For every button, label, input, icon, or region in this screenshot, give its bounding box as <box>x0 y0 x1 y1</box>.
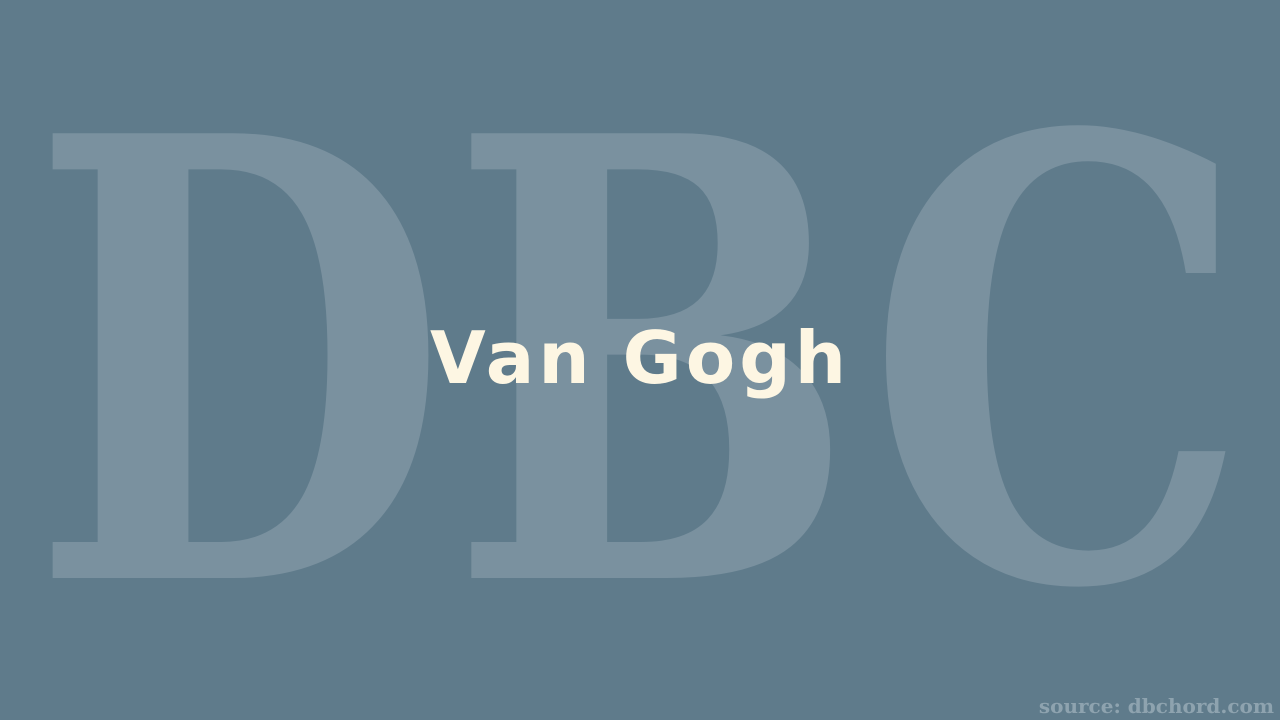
source-credit: source: dbchord.com <box>1038 694 1274 718</box>
